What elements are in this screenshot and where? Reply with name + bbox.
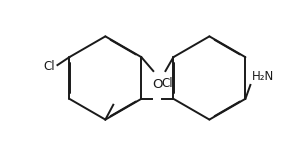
Text: O: O bbox=[152, 78, 163, 91]
Text: Cl: Cl bbox=[44, 60, 55, 73]
Text: H₂N: H₂N bbox=[251, 70, 274, 83]
Text: Cl: Cl bbox=[162, 77, 173, 90]
